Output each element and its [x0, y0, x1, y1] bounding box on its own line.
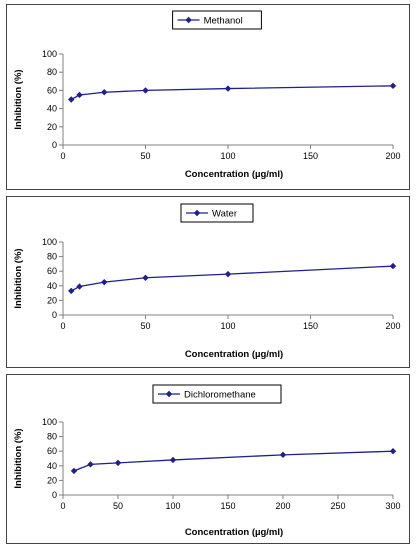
y-tick-label: 100 [42, 237, 57, 247]
y-axis-title: Inhibition (%) [13, 69, 24, 129]
x-tick-label: 150 [303, 321, 318, 331]
legend-label: Dichloromethane [184, 390, 256, 401]
x-tick-label: 100 [165, 501, 180, 511]
y-tick-label: 0 [52, 490, 57, 500]
x-tick-label: 50 [113, 501, 123, 511]
data-point-marker [87, 461, 94, 468]
x-tick-label: 300 [385, 501, 400, 511]
y-tick-label: 20 [47, 295, 57, 305]
x-tick-label: 200 [385, 151, 400, 161]
data-point-marker [101, 278, 108, 286]
chart-panel-water: 0 20 40 60 80 100 0 50 100 150 200 Concentration (µ… [6, 196, 410, 368]
data-point-marker [76, 283, 83, 290]
data-point-marker [68, 96, 75, 103]
y-tick-label: 20 [47, 475, 57, 485]
data-point-marker [142, 87, 149, 94]
chart-dichloromethane: 0 20 40 60 80 100 0 50 100 150 200 250 300 Concentrat… [13, 384, 401, 538]
y-tick-label: 80 [47, 67, 57, 77]
y-tick-label: 80 [47, 252, 57, 262]
x-tick-label: 150 [220, 501, 235, 511]
data-point-marker [101, 89, 108, 96]
data-point-marker [224, 85, 232, 92]
data-point-marker [70, 467, 78, 475]
x-tick-label: 0 [60, 321, 65, 331]
y-tick-label: 40 [47, 461, 57, 471]
x-tick-label: 50 [140, 151, 150, 161]
x-tick-label: 100 [220, 151, 235, 161]
y-tick-label: 100 [42, 417, 57, 427]
chart-methanol: 0 20 40 60 80 100 0 50 100 150 200 Concentration (µ… [13, 10, 401, 180]
y-tick-label: 0 [52, 140, 57, 150]
chart-panel-dichloromethane: 0 20 40 60 80 100 0 50 100 150 200 250 300 Concentrat… [6, 374, 410, 544]
y-tick-label: 60 [47, 85, 57, 95]
data-point-marker [224, 270, 232, 278]
x-tick-label: 150 [303, 151, 318, 161]
y-tick-label: 100 [42, 49, 57, 59]
x-tick-label: 0 [60, 501, 65, 511]
legend: Methanol [172, 10, 262, 30]
data-point-marker [389, 448, 397, 455]
y-tick-label: 80 [47, 432, 57, 442]
chart-panel-methanol: 0 20 40 60 80 100 0 50 100 150 200 Concentration (µ… [6, 4, 410, 190]
x-tick-label: 50 [140, 321, 150, 331]
x-tick-label: 200 [275, 501, 290, 511]
data-point-marker [389, 262, 397, 270]
data-point-marker [279, 451, 287, 459]
y-tick-label: 40 [47, 281, 57, 291]
x-tick-label: 100 [220, 321, 235, 331]
y-tick-label: 40 [47, 104, 57, 114]
data-point-marker [389, 82, 397, 90]
data-point-marker [142, 274, 149, 281]
y-tick-label: 0 [52, 310, 57, 320]
series-line [70, 265, 394, 292]
legend-label: Water [212, 209, 237, 220]
y-tick-label: 60 [47, 266, 57, 276]
y-tick-label: 60 [47, 446, 57, 456]
series-line [73, 450, 394, 472]
x-tick-label: 200 [385, 321, 400, 331]
y-axis-title: Inhibition (%) [13, 248, 24, 308]
legend-marker [165, 390, 173, 398]
legend-box [172, 10, 262, 30]
y-tick-label: 20 [47, 122, 57, 132]
y-axis-title: Inhibition (%) [13, 428, 24, 488]
x-tick-label: 0 [60, 151, 65, 161]
x-tick-label: 250 [330, 501, 345, 511]
series-line [70, 85, 394, 101]
legend-box [180, 203, 254, 223]
legend-box [152, 384, 282, 404]
legend-label: Methanol [204, 16, 243, 27]
legend-marker [185, 16, 192, 24]
chart-water: 0 20 40 60 80 100 0 50 100 150 200 Concentration (µ… [13, 203, 401, 360]
x-axis-title: Concentration (µg/ml) [185, 169, 283, 180]
legend-marker [193, 209, 201, 217]
legend: Water [180, 203, 254, 223]
legend: Dichloromethane [152, 384, 282, 404]
x-axis-title: Concentration (µg/ml) [185, 527, 283, 538]
data-point-marker [169, 456, 177, 464]
data-point-marker [68, 287, 75, 295]
data-point-marker [76, 91, 83, 99]
data-point-marker [114, 459, 122, 467]
x-axis-title: Concentration (µg/ml) [185, 349, 283, 360]
